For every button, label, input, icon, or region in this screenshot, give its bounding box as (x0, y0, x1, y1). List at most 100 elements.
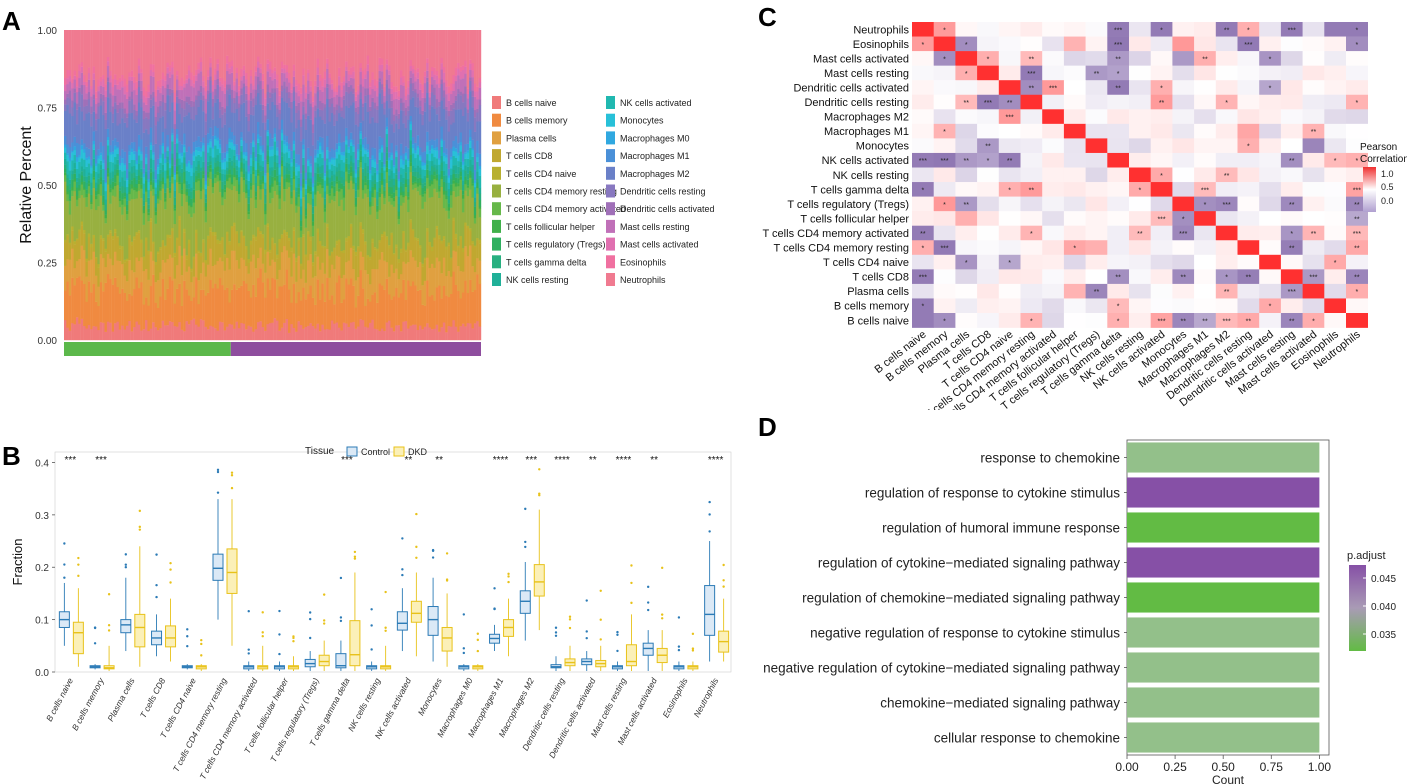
segment-mast-cells-resting (466, 98, 470, 110)
segment-monocytes (249, 157, 253, 166)
heatmap-cell (933, 196, 956, 212)
segment-macrophages-m2 (185, 115, 189, 152)
segment-t-cells-cd8 (137, 232, 141, 262)
segment-t-cells-gamma-delta (419, 174, 422, 178)
segment-t-cells-follicular-helper (309, 191, 313, 195)
segment-nk-cells-resting (304, 194, 308, 201)
segment-t-cells-follicular-helper (280, 163, 284, 167)
segment-b-cells-memory (304, 299, 308, 328)
segment-macrophages-m2 (166, 95, 170, 136)
heatmap-cell (1346, 196, 1368, 212)
segment-b-cells-naive (85, 328, 89, 341)
segment-t-cells-gamma-delta (166, 162, 170, 171)
segment-t-cells-regulatory-tregs (459, 171, 463, 177)
segment-t-cells-regulatory-tregs (266, 155, 270, 163)
segment-nk-cells-activated (345, 144, 348, 153)
outlier-point (308, 636, 312, 640)
outlier-point (186, 644, 189, 648)
segment-macrophages-m0 (471, 148, 475, 151)
segment-dendritic-cells-activated (404, 107, 408, 116)
segment-macrophages-m0 (216, 137, 220, 141)
heatmap-cell (1085, 269, 1108, 285)
segment-t-cells-cd8 (216, 243, 220, 262)
segment-t-cells-cd4-naive (316, 228, 320, 233)
outlier-point (493, 587, 496, 590)
segment-eosinophils (87, 67, 91, 74)
segment-macrophages-m0 (164, 158, 167, 164)
segment-t-cells-regulatory-tregs (252, 166, 255, 172)
segment-t-cells-cd4-memory-resting (178, 192, 181, 216)
significance-mark: * (943, 27, 946, 34)
segment-neutrophils (309, 30, 313, 81)
segment-t-cells-cd4-memory-activated (161, 184, 165, 189)
segment-monocytes (187, 162, 191, 172)
segment-t-cells-cd4-memory-resting (307, 203, 310, 232)
segment-mast-cells-activated (233, 85, 236, 91)
segment-t-cells-cd4-naive (414, 237, 417, 241)
heatmap-cell (1042, 109, 1065, 125)
segment-macrophages-m1 (399, 143, 403, 156)
heatmap-cell (1280, 36, 1303, 52)
segment-t-cells-cd4-memory-resting (64, 181, 67, 240)
segment-t-cells-cd4-naive (168, 234, 172, 238)
segment-mast-cells-resting (66, 84, 69, 94)
segment-plasma-cells (242, 259, 246, 282)
segment-mast-cells-resting (307, 80, 310, 94)
heatmap-cell (1302, 51, 1325, 66)
segment-mast-cells-resting (190, 86, 193, 101)
segment-t-cells-gamma-delta (230, 165, 234, 175)
segment-mast-cells-resting (369, 94, 372, 107)
segment-plasma-cells (392, 272, 396, 297)
segment-neutrophils (392, 30, 396, 87)
segment-t-cells-gamma-delta (257, 162, 260, 170)
legend-swatch (606, 113, 615, 127)
segment-macrophages-m0 (211, 146, 215, 149)
heatmap-cell (1237, 167, 1260, 183)
segment-b-cells-naive (171, 321, 174, 341)
segment-nk-cells-resting (388, 175, 391, 181)
segment-dendritic-cells-resting (104, 119, 108, 130)
segment-t-cells-regulatory-tregs (273, 169, 277, 178)
segment-mast-cells-activated (342, 81, 346, 86)
segment-plasma-cells (230, 250, 234, 290)
segment-t-cells-cd4-memory-resting (347, 189, 351, 237)
segment-dendritic-cells-activated (237, 103, 241, 108)
segment-macrophages-m0 (416, 145, 420, 148)
outlier-point (507, 572, 510, 576)
segment-b-cells-memory (466, 292, 470, 324)
segment-t-cells-follicular-helper (266, 162, 270, 165)
segment-t-cells-cd4-memory-resting (133, 199, 136, 237)
segment-t-cells-follicular-helper (128, 191, 131, 195)
outlier-point (278, 633, 281, 636)
significance-mark: * (1290, 231, 1293, 238)
segment-nk-cells-resting (414, 167, 417, 172)
significance-mark: ** (1029, 187, 1035, 194)
segment-macrophages-m1 (123, 151, 127, 164)
significance-mark: * (965, 71, 968, 78)
segment-eosinophils (297, 83, 301, 91)
segment-t-cells-cd4-memory-resting (442, 208, 446, 237)
segment-macrophages-m0 (369, 170, 372, 174)
x-tick-label: B cells memory (70, 676, 106, 733)
segment-t-cells-cd4-memory-activated (249, 189, 253, 199)
segment-mast-cells-activated (454, 75, 458, 82)
segment-neutrophils (257, 30, 260, 57)
segment-dendritic-cells-activated (68, 90, 72, 99)
segment-t-cells-cd4-memory-activated (352, 183, 355, 190)
bar-regulation-of-response-to-cytokine-stimulus (1127, 477, 1320, 508)
segment-macrophages-m1 (80, 139, 84, 146)
segment-t-cells-cd8 (333, 249, 336, 270)
outlier-point (722, 563, 725, 567)
box-dkd-monocytes (441, 626, 453, 652)
segment-nk-cells-resting (104, 199, 108, 205)
segment-eosinophils (92, 66, 96, 74)
segment-eosinophils (73, 70, 77, 76)
segment-b-cells-memory (292, 283, 296, 329)
segment-eosinophils (409, 59, 413, 67)
segment-b-cells-memory (299, 300, 303, 326)
segment-t-cells-cd4-naive (454, 233, 458, 239)
segment-monocytes (192, 155, 196, 161)
segment-neutrophils (295, 30, 298, 80)
segment-nk-cells-resting (99, 164, 103, 170)
heatmap-cell (977, 51, 1000, 66)
